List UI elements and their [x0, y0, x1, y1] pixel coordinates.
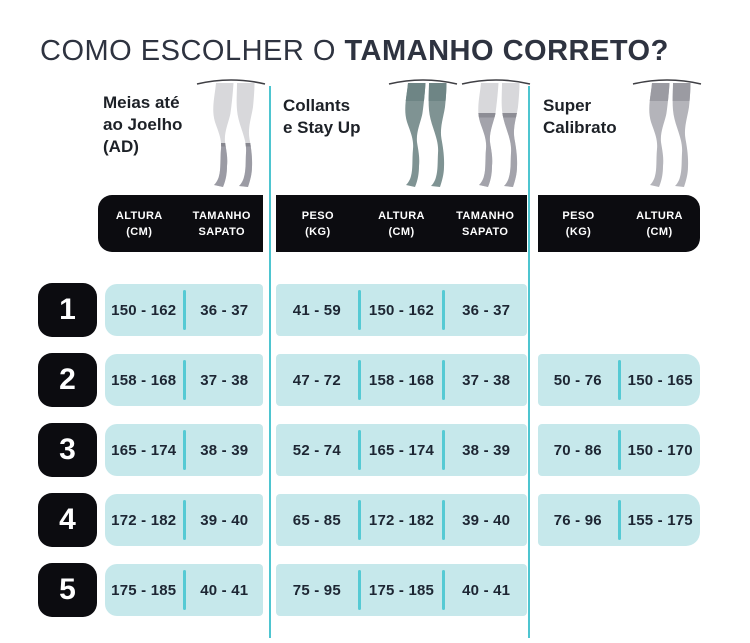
page-title-regular: COMO ESCOLHER O	[40, 35, 345, 68]
cell-divider	[442, 500, 446, 540]
table-row-collants: 47 - 72 158 - 168 37 - 38	[276, 354, 527, 406]
cell-divider	[442, 430, 446, 470]
group-label-line: Collants	[283, 96, 351, 115]
table-row-super: 50 - 76 150 - 165	[538, 354, 700, 406]
cell-divider	[357, 290, 361, 330]
table-row-meias: 175 - 185 40 - 41	[105, 564, 263, 616]
knee-high-socks-legs-illustration	[196, 79, 266, 187]
cell-divider	[617, 430, 621, 470]
group-label-meias: Meias até ao Joelho (AD)	[103, 92, 182, 158]
stay-up-legs-illustration	[461, 79, 531, 187]
cell-divider	[617, 360, 621, 400]
size-badge: 4	[38, 493, 97, 547]
size-badge: 5	[38, 563, 97, 617]
table-row-meias: 172 - 182 39 - 40	[105, 494, 263, 546]
cell-divider	[442, 290, 446, 330]
table-row-super: 70 - 86 150 - 170	[538, 424, 700, 476]
page-title: COMO ESCOLHER O TAMANHO CORRETO?	[40, 35, 669, 68]
header-bar-super: PESO (KG) ALTURA (CM)	[538, 195, 700, 252]
size-badge: 1	[38, 283, 97, 337]
cell-divider	[357, 500, 361, 540]
group-label-line: ao Joelho	[103, 115, 183, 134]
column-header-tamanho-sapato: TAMANHO SAPATO	[456, 209, 515, 238]
cell-divider	[357, 430, 361, 470]
table-row-collants: 75 - 95 175 - 185 40 - 41	[276, 564, 527, 616]
cell-divider	[357, 360, 361, 400]
column-header-peso-kg: PESO (KG)	[301, 209, 334, 238]
column-header-peso-kg: PESO (KG)	[562, 209, 595, 238]
cell-divider	[182, 360, 186, 400]
tights-legs-illustration	[388, 79, 458, 187]
group-label-line: (AD)	[103, 137, 139, 156]
column-header-tamanho-sapato: TAMANHO SAPATO	[192, 209, 251, 238]
group-divider-line	[528, 86, 530, 638]
cell-divider	[442, 360, 446, 400]
column-header-altura-cm: ALTURA (CM)	[115, 209, 163, 238]
table-row-collants: 41 - 59 150 - 162 36 - 37	[276, 284, 527, 336]
column-header-altura-cm: ALTURA (CM)	[636, 209, 683, 238]
table-row-collants: 52 - 74 165 - 174 38 - 39	[276, 424, 527, 476]
group-label-line: Meias até	[103, 93, 180, 112]
table-row-super: 76 - 96 155 - 175	[538, 494, 700, 546]
page-title-bold: TAMANHO CORRETO?	[344, 35, 669, 68]
group-label-super: Super Calibrato	[543, 95, 617, 139]
header-bar-collants: PESO (KG) ALTURA (CM) TAMANHO SAPATO	[276, 195, 527, 252]
group-label-collants: Collants e Stay Up	[283, 95, 360, 139]
group-label-line: Calibrato	[543, 118, 617, 137]
table-row-meias: 150 - 162 36 - 37	[105, 284, 263, 336]
group-divider-line	[269, 86, 271, 638]
cell-divider	[442, 570, 446, 610]
table-row-meias: 165 - 174 38 - 39	[105, 424, 263, 476]
group-label-line: e Stay Up	[283, 118, 361, 137]
super-calibrato-legs-illustration	[632, 79, 702, 187]
cell-divider	[182, 430, 186, 470]
group-label-line: Super	[543, 96, 592, 115]
cell-divider	[182, 570, 186, 610]
cell-divider	[182, 290, 186, 330]
size-badge: 3	[38, 423, 97, 477]
cell-divider	[357, 570, 361, 610]
table-row-meias: 158 - 168 37 - 38	[105, 354, 263, 406]
size-badge: 2	[38, 353, 97, 407]
column-header-altura-cm: ALTURA (CM)	[378, 209, 425, 238]
table-row-collants: 65 - 85 172 - 182 39 - 40	[276, 494, 527, 546]
cell-divider	[617, 500, 621, 540]
cell-divider	[182, 500, 186, 540]
header-bar-meias: ALTURA (CM) TAMANHO SAPATO	[98, 195, 263, 252]
